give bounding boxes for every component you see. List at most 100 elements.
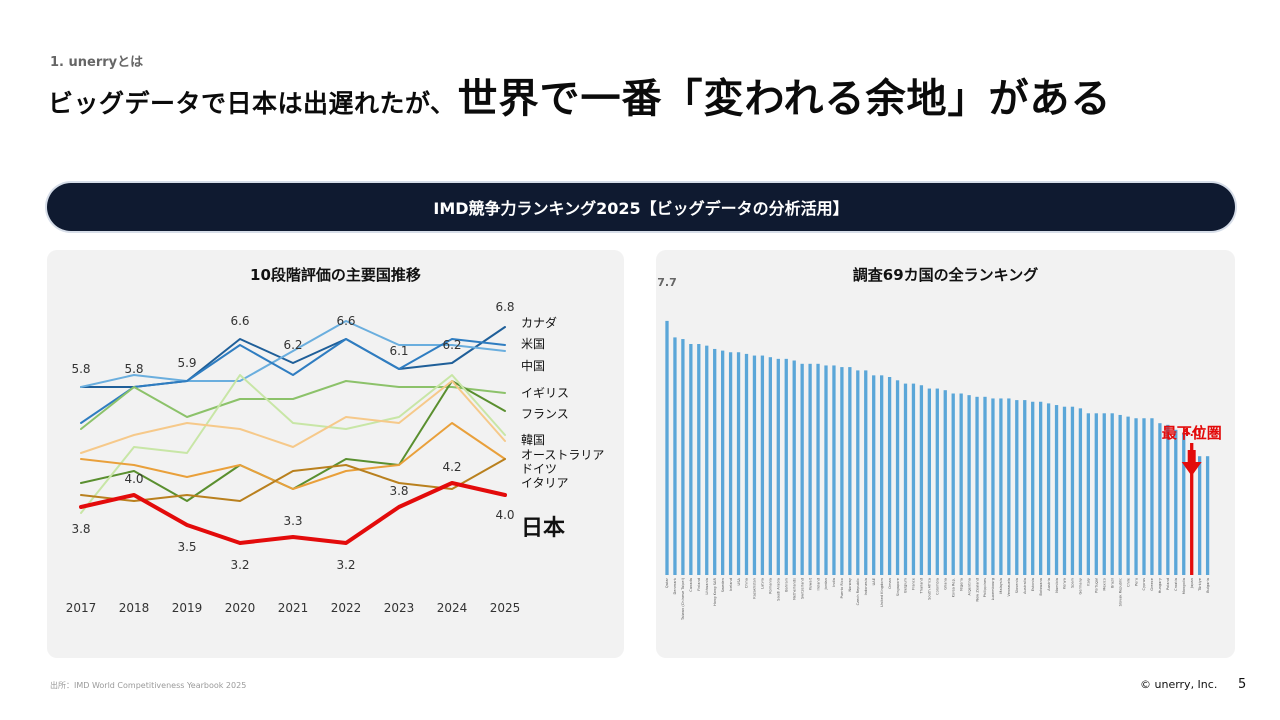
bar [911, 383, 916, 575]
bar-category-label: Italy [1087, 577, 1091, 586]
bar [705, 345, 709, 575]
bar [903, 383, 908, 575]
bar [1126, 416, 1130, 575]
bar [673, 337, 677, 575]
bar [880, 375, 884, 575]
line-chart-panel: 10段階評価の主要国推移 2017 2018 2019 2020 2021 2022 202… [47, 250, 624, 658]
bar-category-label: Belgium [904, 578, 908, 593]
x-tick-label: 2023 [384, 601, 415, 615]
highlight-label: 最下位圏 [1162, 424, 1222, 442]
bar-category-label: Slovenia [1015, 578, 1019, 593]
bar [1166, 424, 1170, 575]
bar-category-label: Hong Kong SAR [713, 577, 717, 605]
headline-part-2: 世界で一番「変われる余地」がある [457, 76, 1112, 122]
bar-category-label: Botswana [1039, 578, 1043, 596]
bar [800, 363, 804, 575]
bar-category-label: India [832, 578, 836, 587]
bar [760, 355, 765, 575]
legend-label: 韓国 [521, 433, 545, 447]
bar [1070, 406, 1075, 575]
bar-category-label: Kuwait [808, 577, 812, 590]
bar [927, 388, 931, 575]
bar [752, 355, 757, 575]
bar-category-label: Iceland [729, 578, 733, 591]
bar [1102, 413, 1106, 575]
bar-category-label: Jordan [824, 578, 828, 590]
bar-category-label: Croatia [1174, 578, 1178, 591]
bar [943, 390, 947, 575]
bar [1158, 423, 1162, 575]
bar-category-label: United Kingdom [880, 578, 884, 607]
bar [1198, 456, 1202, 575]
bar-category-label: Thailand [920, 578, 924, 594]
line-chart: 2017 2018 2019 2020 2021 2022 2023 2024 2025 5.8 5… [66, 300, 605, 615]
bar [967, 395, 971, 575]
bar [919, 385, 924, 575]
x-tick-label: 2025 [490, 601, 521, 615]
bar-category-label: Finland [697, 578, 701, 591]
data-label: 6.2 [283, 338, 302, 352]
bar [1007, 398, 1011, 575]
bar-category-label: Bahrain [784, 578, 788, 592]
bar-category-label: Norway [848, 577, 852, 592]
bar-category-label: Philippines [983, 578, 987, 597]
bar-category-label: Taiwan (Chinese Taipei) [681, 577, 685, 621]
bar [1031, 401, 1035, 575]
bar-category-label: Poland [1166, 578, 1170, 590]
data-label: 4.0 [495, 508, 514, 522]
bar-category-label: UAE [872, 577, 876, 585]
bar-category-label: Romania [769, 578, 773, 594]
down-arrow-icon [1181, 450, 1202, 476]
bar-category-label: Indonesia [864, 578, 868, 595]
bar-category-label: Ireland [816, 578, 820, 590]
bar [1046, 403, 1051, 575]
bar [816, 363, 820, 575]
data-label: 6.6 [336, 314, 355, 328]
bar [728, 352, 733, 575]
bar-category-label: Japan [1190, 578, 1194, 589]
data-label: 3.2 [336, 558, 355, 572]
bar-category-label: Denmark [673, 577, 677, 594]
ranking-banner: IMD競争力ランキング2025【ビッグデータの分析活用】 [47, 183, 1235, 231]
bar-category-label: Cyprus [1142, 578, 1146, 591]
bar-category-label: Estonia [1031, 578, 1035, 591]
bar [665, 320, 669, 575]
bar [872, 375, 876, 575]
bar-chart-panel: 調査69カ国の全ランキング Qatar Denmark Taiwan (Chines… [656, 250, 1235, 658]
series-line [80, 374, 506, 514]
bar-category-label: Kazakhstan [753, 578, 757, 599]
x-tick-label: 2024 [437, 601, 468, 615]
bar [1205, 456, 1210, 575]
line-chart-title: 10段階評価の主要国推移 [250, 266, 421, 284]
bar [887, 377, 892, 575]
bar-category-label: Germany [1079, 577, 1083, 594]
data-label: 7.7 [657, 276, 677, 289]
bar-category-label: Spain [1071, 578, 1075, 588]
bar [721, 350, 725, 575]
highlight-value-label: 4.0 [1182, 426, 1202, 439]
bar-category-label: Portugal [1095, 578, 1099, 593]
bar-category-label: Mongolia [1182, 578, 1186, 594]
bar [1062, 406, 1067, 575]
bar [697, 344, 701, 575]
legend-label: 米国 [521, 337, 545, 351]
bar-category-label: Oman [888, 578, 892, 589]
bar-category-label: Lithuania [705, 578, 709, 595]
bar [1015, 400, 1019, 575]
bar-category-label: Singapore [896, 577, 900, 596]
bar-chart-title: 調査69カ国の全ランキング [852, 266, 1039, 284]
legend-label: イギリス [521, 386, 569, 400]
bar [840, 367, 844, 575]
bar-category-label: Netherlands [792, 578, 796, 600]
headline: ビッグデータで日本は出遅れたが、 世界で一番「変われる余地」がある [48, 66, 1112, 126]
data-label: 3.3 [283, 514, 302, 528]
bar [951, 393, 955, 575]
bar [1086, 413, 1090, 575]
bar-category-label: South Africa [928, 578, 932, 600]
bar-category-label: Namibia [1055, 578, 1059, 593]
bar-category-label: Czech Republic [856, 578, 860, 605]
series-line [80, 320, 506, 388]
bar-category-label: Brazil [1110, 578, 1114, 588]
bar-chart: Qatar Denmark Taiwan (Chinese Taipei) Canad… [657, 276, 1222, 621]
data-label: 4.2 [442, 460, 461, 474]
